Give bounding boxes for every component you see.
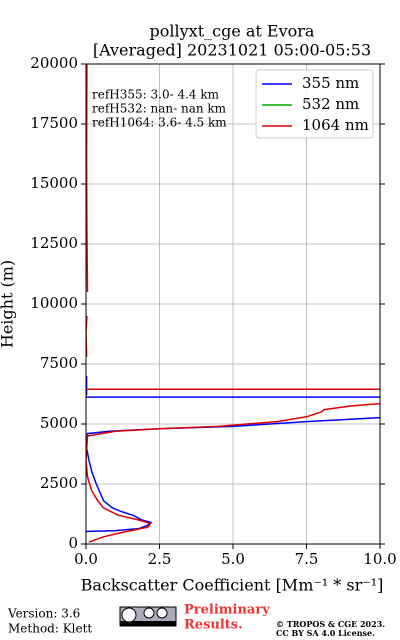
profile-line — [86, 64, 380, 543]
chart-title: pollyxt_cge at Evora — [150, 22, 315, 41]
legend-label: 532 nm — [302, 95, 359, 113]
version: Version: 3.6 — [7, 607, 80, 621]
legend: 355 nm 532 nm 1064 nm — [262, 74, 369, 134]
y-axis-label: Height (m) — [0, 260, 17, 348]
copyright: © TROPOS & CGE 2023. — [276, 619, 385, 629]
y-tick-label: 12500 — [30, 234, 78, 252]
annotation: refH355: 3.0- 4.4 km — [92, 88, 220, 102]
x-tick-label: 2.5 — [148, 550, 172, 568]
method: Method: Klett — [8, 622, 92, 636]
y-tick-label: 17500 — [30, 114, 78, 132]
y-tick-label: 0 — [68, 534, 78, 552]
profile-line — [86, 376, 380, 533]
chart-subtitle: [Averaged] 20231021 05:00-05:53 — [93, 41, 371, 60]
ticks: 0 2500 5000 7500 10000 12500 15000 17500 20000 0.… — [30, 54, 396, 568]
y-tick-label: 7500 — [40, 354, 78, 372]
legend-label: 1064 nm — [302, 116, 369, 134]
y-tick-label: 15000 — [30, 174, 78, 192]
license: CC BY SA 4.0 License. — [276, 628, 375, 638]
annotation: refH532: nan- nan km — [92, 102, 227, 116]
cc-logo — [119, 606, 177, 627]
x-axis-label: Backscatter Coefficient [Mm⁻¹ * sr⁻¹] — [81, 576, 384, 595]
x-tick-label: 10.0 — [363, 550, 396, 568]
y-tick-label: 20000 — [30, 54, 78, 72]
y-tick-label: 5000 — [40, 414, 78, 432]
x-tick-label: 7.5 — [295, 550, 319, 568]
legend-box — [255, 69, 374, 139]
y-tick-label: 2500 — [40, 474, 78, 492]
lines — [86, 64, 380, 543]
results: Results. — [184, 618, 243, 633]
x-tick-label: 5.0 — [221, 550, 245, 568]
annotation: refH1064: 3.6- 4.5 km — [92, 116, 227, 130]
preliminary: Preliminary — [184, 603, 270, 618]
legend-label: 355 nm — [302, 74, 359, 92]
y-tick-label: 10000 — [30, 294, 78, 312]
x-tick-label: 0.0 — [74, 550, 98, 568]
